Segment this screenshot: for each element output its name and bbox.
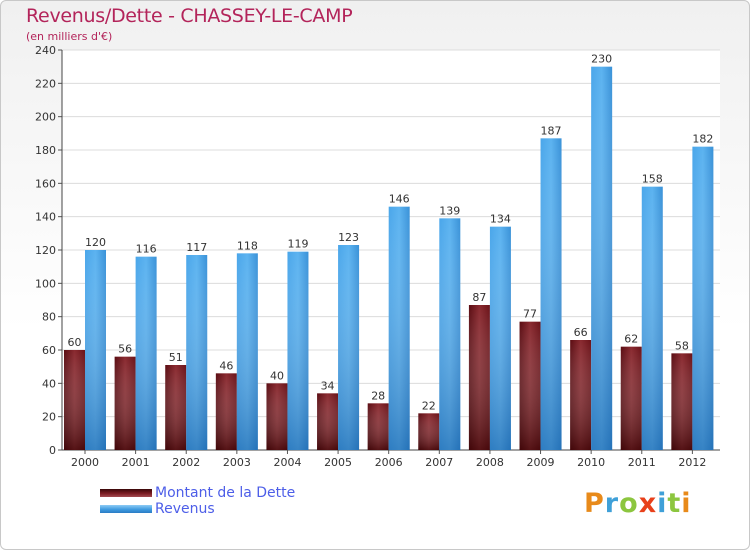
bar-revenus-shade (236, 253, 258, 450)
x-tick-label: 2000 (71, 456, 99, 469)
bar-revenus-shade (85, 250, 106, 450)
data-label-dette: 40 (270, 369, 284, 382)
logo-letter: t (667, 488, 682, 519)
data-label-revenus: 117 (186, 241, 207, 254)
data-label-revenus: 230 (591, 53, 612, 66)
bar-dette-shade (671, 353, 693, 450)
data-label-dette: 22 (422, 399, 436, 412)
data-label-dette: 58 (675, 339, 689, 352)
logo-letter: o (619, 488, 639, 519)
y-tick-label: 100 (35, 277, 56, 290)
data-label-revenus: 123 (338, 231, 359, 244)
data-label-revenus: 158 (642, 173, 663, 186)
bar-dette-shade (468, 305, 490, 450)
bar-revenus-shade (439, 218, 461, 450)
x-tick-label: 2007 (425, 456, 453, 469)
logo-letter: P (584, 488, 605, 519)
y-tick-label: 20 (42, 411, 56, 424)
data-label-revenus: 118 (237, 239, 258, 252)
x-tick-label: 2004 (273, 456, 301, 469)
bar-revenus-shade (489, 226, 511, 450)
data-label-dette: 56 (118, 343, 132, 356)
legend-swatch-dette (100, 489, 152, 497)
x-tick-label: 2006 (375, 456, 403, 469)
data-label-dette: 60 (68, 336, 82, 349)
x-tick-label: 2001 (122, 456, 150, 469)
bar-revenus-shade (338, 245, 360, 450)
bar-dette-shade (114, 356, 136, 450)
data-label-revenus: 182 (692, 133, 713, 146)
x-tick-label: 2011 (628, 456, 656, 469)
y-tick-label: 140 (35, 211, 56, 224)
data-label-revenus: 139 (439, 204, 460, 217)
x-tick-label: 2002 (172, 456, 200, 469)
bar-dette-shade (519, 321, 541, 450)
bar-dette-shade (418, 413, 440, 450)
bar-dette-shade (266, 383, 288, 450)
legend-label-revenus: Revenus (155, 501, 215, 517)
logo-letter: i (657, 488, 668, 519)
logo-letter: i (681, 488, 692, 519)
bar-revenus-shade (388, 206, 410, 450)
bar-revenus-shade (186, 255, 208, 450)
data-label-revenus: 146 (389, 193, 410, 206)
data-label-revenus: 116 (136, 243, 157, 256)
data-label-dette: 66 (574, 326, 588, 339)
data-label-revenus: 134 (490, 213, 511, 226)
bar-revenus-shade (135, 256, 157, 450)
bar-dette-shade (64, 350, 85, 450)
data-label-dette: 62 (624, 333, 638, 346)
x-tick-label: 2008 (476, 456, 504, 469)
bar-dette-shade (620, 346, 642, 450)
y-tick-label: 160 (35, 177, 56, 190)
bar-revenus-shade (591, 66, 613, 451)
chart-title: Revenus/Dette - CHASSEY-LE-CAMP (26, 5, 353, 27)
data-label-dette: 28 (371, 389, 385, 402)
data-label-revenus: 187 (541, 124, 562, 137)
logo-letter: x (638, 488, 658, 519)
data-label-revenus: 119 (287, 238, 308, 251)
y-tick-label: 180 (35, 144, 56, 157)
bar-dette-shade (570, 340, 592, 450)
bar-revenus-shade (641, 186, 663, 450)
x-tick-label: 2009 (527, 456, 555, 469)
chart-subtitle: (en milliers d'€) (26, 30, 113, 43)
bar-revenus-shade (287, 251, 309, 450)
data-label-dette: 46 (219, 359, 233, 372)
data-label-revenus: 120 (85, 236, 106, 249)
logo-letter: r (604, 488, 620, 519)
legend-label-dette: Montant de la Dette (155, 485, 296, 501)
y-tick-label: 220 (35, 77, 56, 90)
data-label-dette: 77 (523, 308, 537, 321)
bar-revenus-shade (540, 138, 562, 451)
x-tick-label: 2005 (324, 456, 352, 469)
y-tick-label: 240 (35, 44, 56, 57)
proxiti-logo: Proxiti (584, 488, 692, 519)
bar-dette-shade (317, 393, 339, 450)
y-tick-label: 0 (49, 444, 56, 457)
y-tick-label: 200 (35, 111, 56, 124)
data-label-dette: 87 (472, 291, 486, 304)
y-tick-label: 40 (42, 377, 56, 390)
x-tick-label: 2010 (577, 456, 605, 469)
x-tick-label: 2003 (223, 456, 251, 469)
y-tick-label: 80 (42, 311, 56, 324)
data-label-dette: 51 (169, 351, 183, 364)
bar-dette-shade (165, 365, 187, 450)
data-label-dette: 34 (321, 379, 335, 392)
bar-revenus-shade (692, 146, 714, 450)
y-tick-label: 60 (42, 344, 56, 357)
legend-swatch-revenus (100, 505, 152, 513)
y-tick-label: 120 (35, 244, 56, 257)
x-tick-label: 2012 (678, 456, 706, 469)
bar-dette-shade (215, 373, 237, 450)
bar-dette-shade (367, 403, 389, 450)
